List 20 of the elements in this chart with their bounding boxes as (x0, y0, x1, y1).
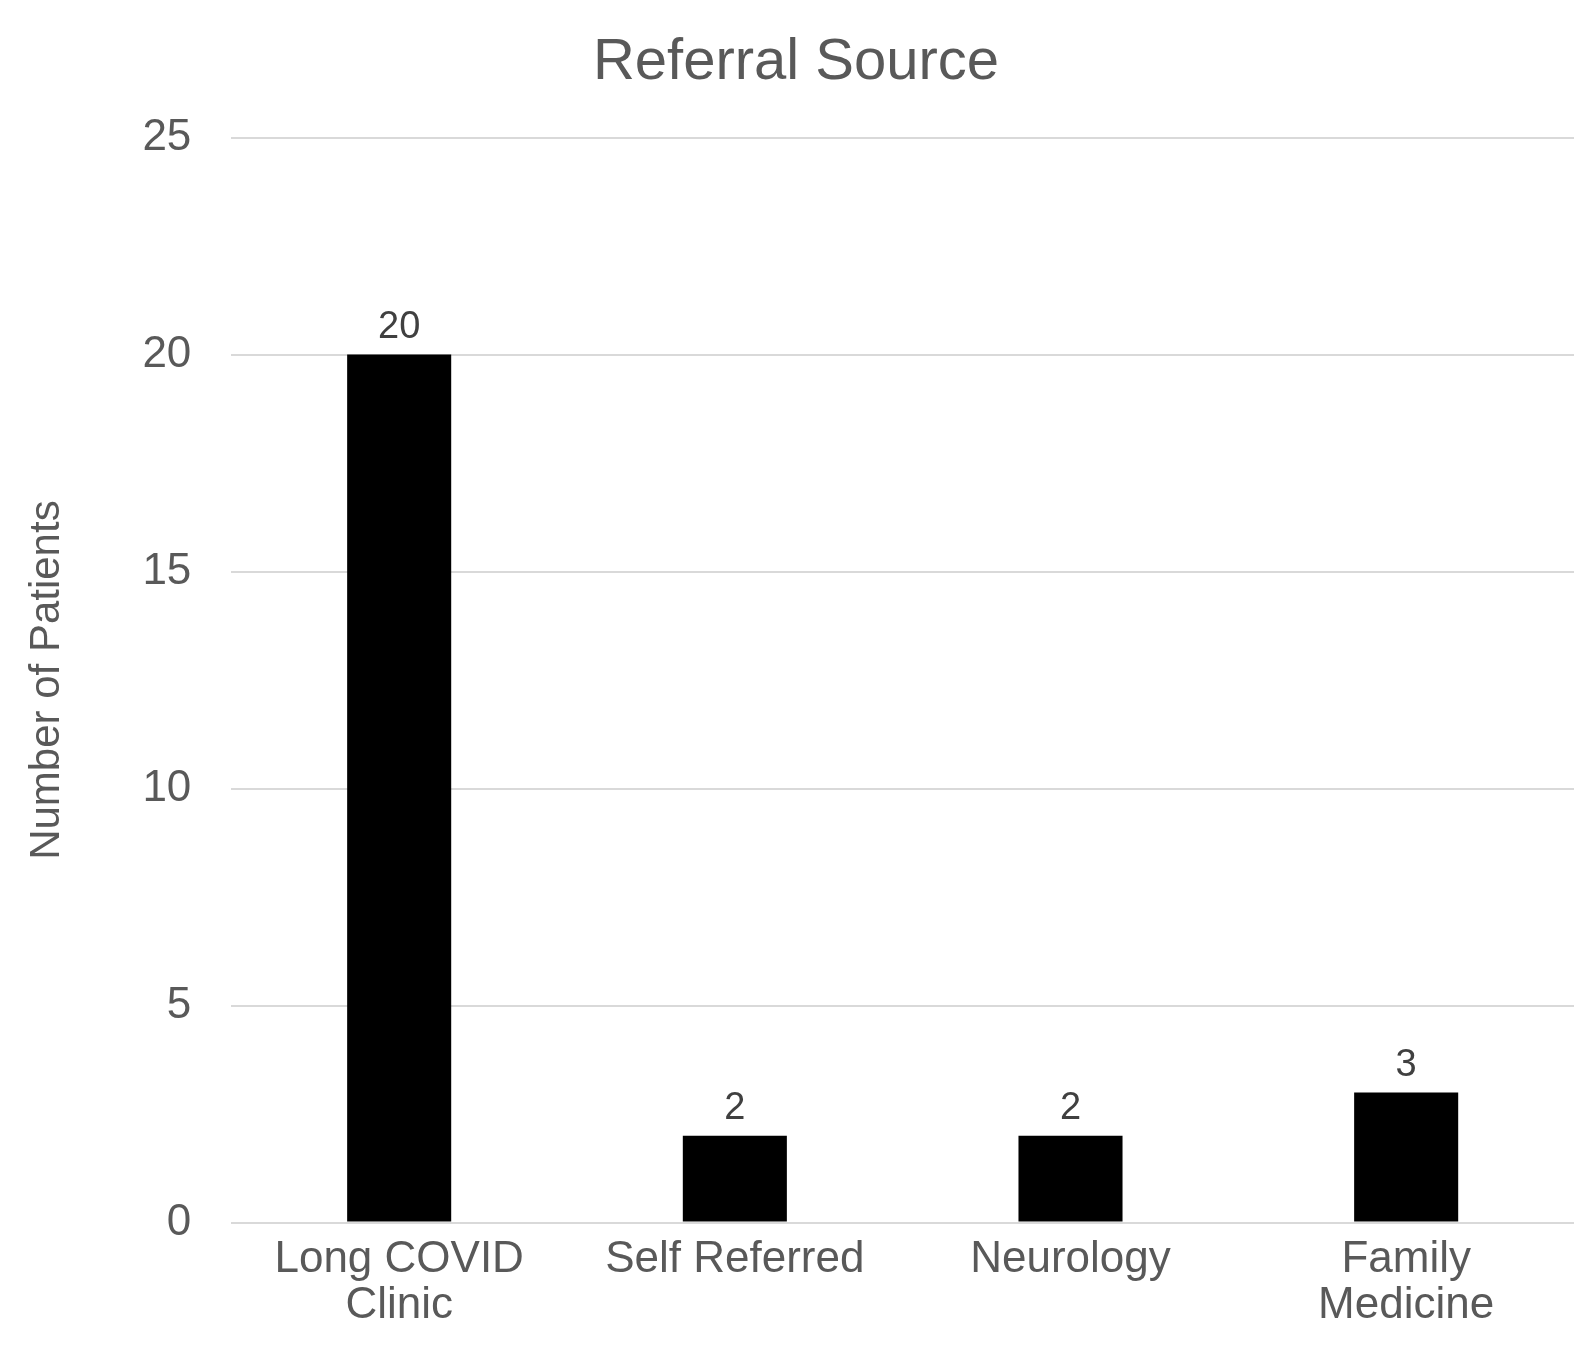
x-tick-label: Self Referred (605, 1231, 865, 1281)
bar (1018, 1135, 1123, 1222)
x-tick-label: Neurology (970, 1231, 1171, 1281)
y-tick-label: 5 (166, 977, 192, 1027)
x-tick-label: Long COVID Clinic (274, 1231, 524, 1328)
data-label: 3 (1395, 1041, 1417, 1084)
chart-title: Referral Source (592, 25, 1000, 91)
y-axis-title: Number of Patients (20, 500, 68, 860)
y-tick-label: 15 (142, 543, 192, 593)
data-label: 2 (1059, 1085, 1082, 1128)
y-tick-label: 0 (166, 1194, 192, 1244)
data-label: 20 (378, 304, 421, 347)
bar (1354, 1092, 1459, 1222)
x-tick-label: Family Medicine (1318, 1231, 1495, 1328)
data-label: 2 (724, 1085, 746, 1128)
bar (682, 1135, 787, 1222)
y-tick-label: 20 (142, 326, 192, 376)
y-tick-label: 25 (142, 109, 192, 159)
y-tick-label: 10 (142, 760, 192, 810)
bar (347, 354, 452, 1222)
